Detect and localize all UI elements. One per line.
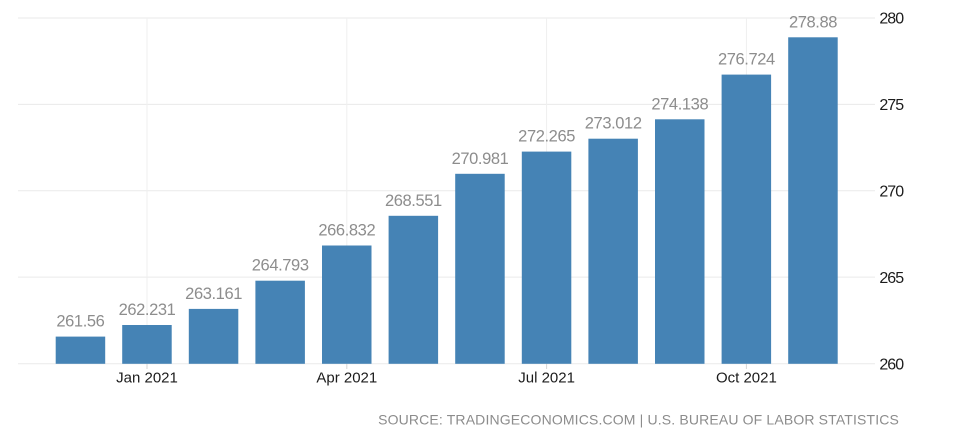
svg-text:SOURCE: TRADINGECONOMICS.COM |: SOURCE: TRADINGECONOMICS.COM | U.S. BURE…	[378, 412, 899, 428]
svg-text:268.551: 268.551	[385, 192, 442, 210]
svg-text:265: 265	[879, 270, 904, 287]
svg-text:276.724: 276.724	[718, 51, 775, 69]
svg-text:280: 280	[879, 11, 904, 28]
svg-text:260: 260	[879, 357, 904, 374]
svg-text:264.793: 264.793	[252, 257, 309, 275]
svg-text:262.231: 262.231	[119, 301, 176, 319]
svg-text:Oct 2021: Oct 2021	[716, 370, 777, 387]
svg-text:273.012: 273.012	[585, 115, 642, 133]
svg-text:272.265: 272.265	[518, 128, 575, 146]
svg-text:270: 270	[879, 183, 904, 200]
svg-text:Jul 2021: Jul 2021	[518, 370, 575, 387]
svg-text:278.88: 278.88	[789, 13, 837, 31]
svg-text:266.832: 266.832	[318, 222, 375, 240]
svg-text:Jan 2021: Jan 2021	[116, 370, 178, 387]
svg-text:263.161: 263.161	[185, 285, 242, 303]
svg-text:270.981: 270.981	[452, 150, 509, 168]
svg-text:261.56: 261.56	[56, 313, 104, 331]
svg-text:275: 275	[879, 97, 904, 114]
svg-text:274.138: 274.138	[651, 95, 708, 113]
svg-text:Apr 2021: Apr 2021	[316, 370, 377, 387]
